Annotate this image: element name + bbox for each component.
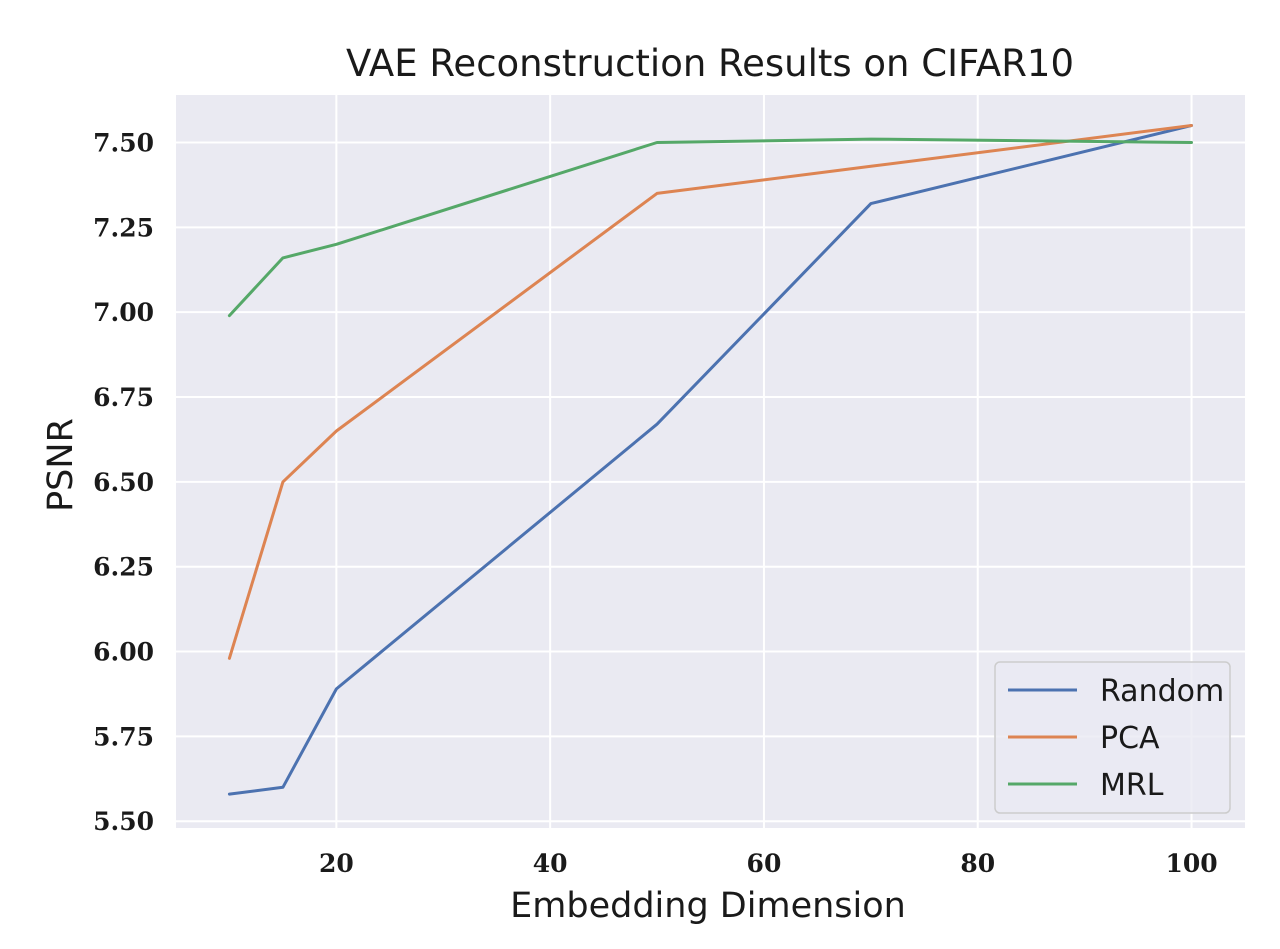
y-tick-label: 5.50 [93,807,154,836]
legend-label-pca: PCA [1100,721,1160,756]
chart-title: VAE Reconstruction Results on CIFAR10 [346,42,1074,85]
y-tick-label: 7.50 [93,129,154,158]
series-line-pca [227,124,1193,660]
x-tick-label: 20 [319,849,354,878]
legend: Random PCA MRL [994,661,1231,814]
y-tick-label: 5.75 [93,722,154,751]
legend-label-mrl: MRL [1100,768,1164,803]
legend-label-random: Random [1100,674,1224,709]
x-tick-label: 80 [960,849,995,878]
y-tick-label: 6.25 [93,553,154,582]
series-line-random [227,124,1193,796]
x-axis-label: Embedding Dimension [510,886,906,926]
y-tick-label: 7.00 [93,298,154,327]
legend-box [994,661,1231,814]
y-tick-label: 6.75 [93,383,154,412]
series-line-mrl [227,137,1193,318]
x-tick-label: 100 [1165,849,1217,878]
y-tick-label: 6.00 [93,638,154,667]
x-ticks: 20 40 60 80 100 [319,849,1218,878]
y-ticks: 5.50 5.75 6.00 6.25 6.50 6.75 7.00 7.25 7.50 [93,129,154,837]
y-tick-label: 6.50 [93,468,154,497]
x-tick-label: 40 [533,849,568,878]
y-tick-label: 7.25 [93,213,154,242]
x-tick-label: 60 [747,849,782,878]
y-axis-label: PSNR [41,418,81,512]
series-lines [227,124,1193,796]
